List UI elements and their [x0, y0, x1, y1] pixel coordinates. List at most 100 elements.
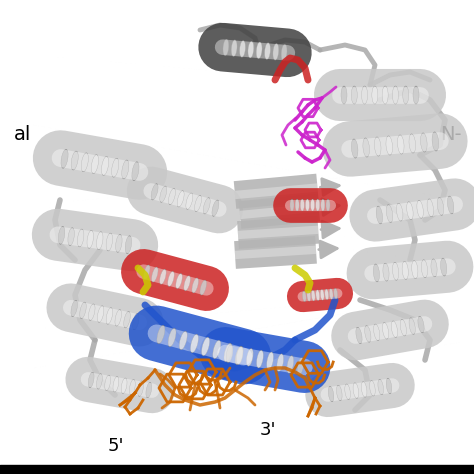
Ellipse shape — [316, 290, 319, 301]
Ellipse shape — [403, 86, 409, 104]
Ellipse shape — [345, 384, 350, 400]
Ellipse shape — [412, 261, 418, 279]
Ellipse shape — [382, 86, 388, 104]
Ellipse shape — [144, 265, 150, 280]
Ellipse shape — [398, 135, 404, 154]
Ellipse shape — [116, 235, 122, 252]
Ellipse shape — [374, 137, 381, 156]
Ellipse shape — [417, 201, 423, 218]
Ellipse shape — [409, 318, 415, 334]
Ellipse shape — [177, 191, 184, 207]
Ellipse shape — [281, 44, 287, 61]
Ellipse shape — [341, 86, 347, 104]
Ellipse shape — [89, 304, 95, 320]
Ellipse shape — [407, 202, 413, 219]
Ellipse shape — [151, 184, 158, 200]
Ellipse shape — [231, 40, 237, 56]
Text: 5': 5' — [108, 437, 124, 455]
Ellipse shape — [310, 199, 315, 211]
Ellipse shape — [97, 306, 104, 322]
Ellipse shape — [106, 308, 113, 324]
Ellipse shape — [192, 278, 199, 293]
Ellipse shape — [305, 199, 310, 211]
Ellipse shape — [307, 291, 310, 301]
Ellipse shape — [421, 260, 428, 278]
Ellipse shape — [88, 372, 94, 388]
Ellipse shape — [160, 269, 166, 284]
Ellipse shape — [106, 233, 112, 251]
Ellipse shape — [365, 326, 371, 342]
Ellipse shape — [184, 276, 191, 291]
Ellipse shape — [68, 228, 74, 246]
Ellipse shape — [396, 203, 403, 221]
Text: 3': 3' — [260, 421, 276, 439]
Ellipse shape — [248, 41, 254, 58]
Ellipse shape — [168, 188, 175, 205]
Ellipse shape — [58, 227, 65, 244]
Ellipse shape — [81, 153, 88, 172]
Ellipse shape — [122, 160, 129, 179]
Ellipse shape — [212, 200, 219, 216]
Ellipse shape — [372, 86, 378, 104]
Ellipse shape — [101, 156, 109, 175]
Ellipse shape — [160, 186, 167, 202]
Ellipse shape — [440, 258, 447, 276]
Ellipse shape — [71, 151, 78, 170]
Ellipse shape — [133, 313, 139, 330]
Ellipse shape — [105, 375, 110, 391]
Ellipse shape — [191, 334, 199, 353]
Ellipse shape — [168, 328, 176, 347]
Ellipse shape — [200, 280, 207, 295]
Ellipse shape — [91, 155, 99, 173]
Ellipse shape — [273, 44, 279, 60]
Ellipse shape — [301, 199, 304, 211]
Ellipse shape — [137, 381, 144, 396]
Ellipse shape — [392, 86, 399, 104]
Ellipse shape — [437, 198, 444, 215]
Ellipse shape — [77, 229, 84, 247]
Ellipse shape — [194, 195, 201, 211]
Ellipse shape — [420, 133, 427, 152]
Ellipse shape — [386, 136, 392, 155]
Ellipse shape — [97, 374, 102, 389]
Ellipse shape — [378, 379, 383, 395]
Ellipse shape — [226, 345, 233, 363]
Ellipse shape — [386, 205, 393, 222]
Ellipse shape — [186, 193, 193, 210]
Ellipse shape — [334, 288, 337, 299]
Ellipse shape — [392, 262, 399, 280]
Ellipse shape — [287, 356, 294, 374]
Ellipse shape — [351, 139, 358, 158]
Ellipse shape — [328, 386, 334, 402]
Ellipse shape — [431, 259, 437, 277]
Ellipse shape — [125, 236, 132, 254]
Ellipse shape — [115, 310, 121, 326]
Ellipse shape — [326, 199, 330, 211]
Ellipse shape — [311, 290, 315, 301]
Ellipse shape — [146, 383, 152, 398]
Ellipse shape — [290, 199, 294, 211]
Ellipse shape — [61, 149, 68, 168]
Ellipse shape — [447, 196, 454, 214]
Ellipse shape — [97, 232, 103, 250]
Ellipse shape — [176, 273, 182, 289]
Ellipse shape — [256, 42, 262, 59]
Ellipse shape — [374, 264, 380, 282]
Ellipse shape — [376, 206, 383, 224]
Ellipse shape — [203, 198, 210, 214]
Ellipse shape — [237, 346, 243, 365]
Ellipse shape — [124, 311, 130, 328]
Ellipse shape — [400, 319, 406, 336]
Ellipse shape — [80, 302, 86, 319]
Ellipse shape — [87, 230, 93, 248]
Ellipse shape — [353, 383, 359, 398]
Ellipse shape — [71, 300, 77, 317]
Ellipse shape — [325, 289, 328, 300]
Text: N-: N- — [440, 125, 462, 144]
Ellipse shape — [213, 340, 221, 359]
Ellipse shape — [223, 39, 229, 56]
Ellipse shape — [168, 271, 174, 286]
Ellipse shape — [427, 199, 434, 217]
Ellipse shape — [329, 289, 333, 300]
Ellipse shape — [363, 138, 369, 157]
